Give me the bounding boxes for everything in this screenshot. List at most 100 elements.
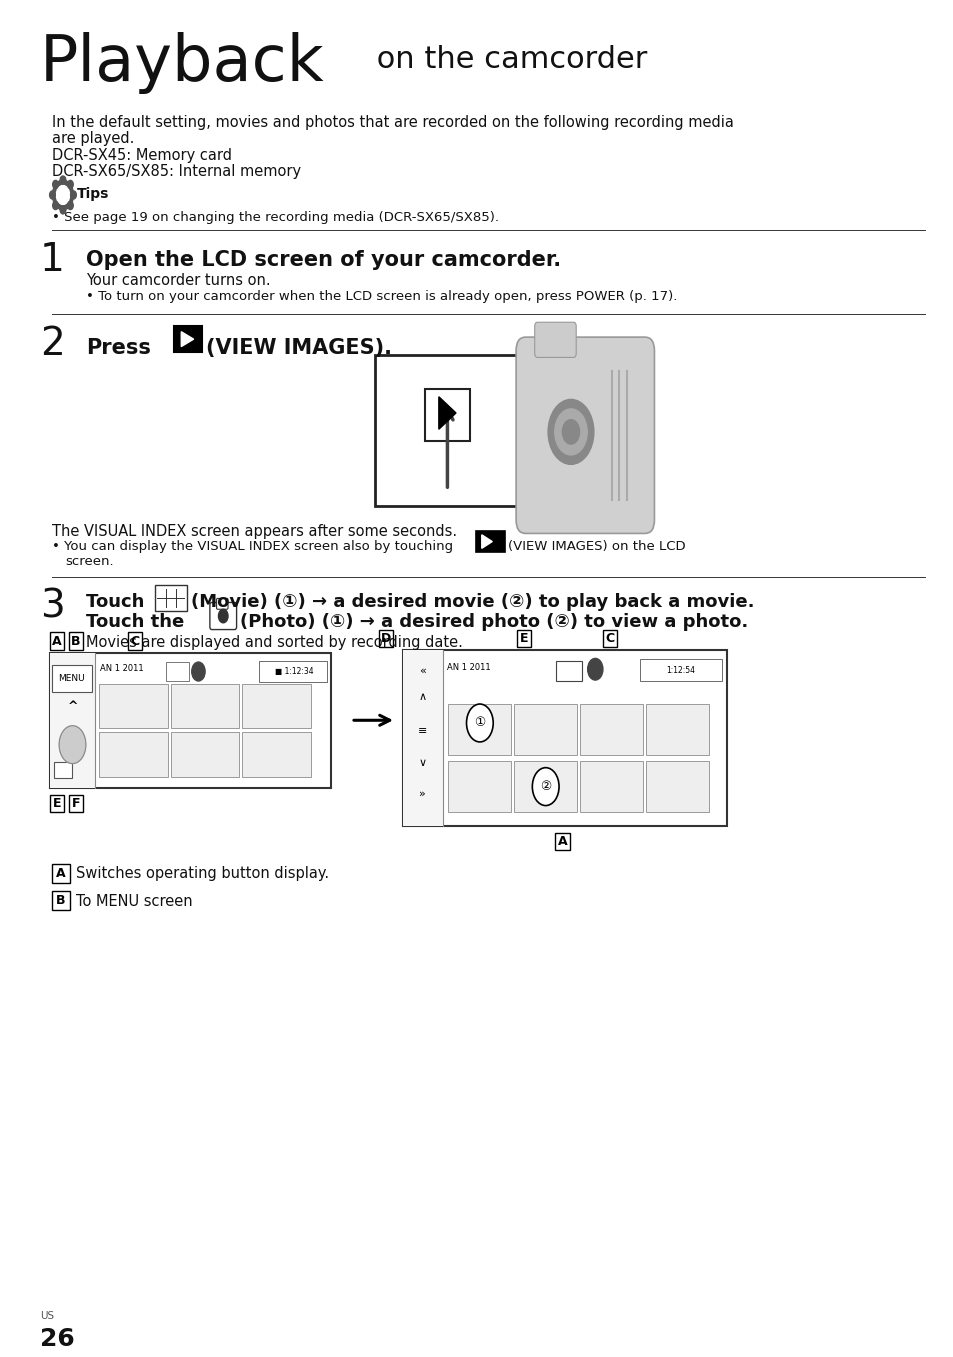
FancyBboxPatch shape <box>556 661 581 681</box>
FancyBboxPatch shape <box>50 632 64 650</box>
Text: »: » <box>418 790 426 799</box>
FancyBboxPatch shape <box>476 531 504 552</box>
Text: on the camcorder: on the camcorder <box>367 45 647 73</box>
Circle shape <box>547 399 593 464</box>
FancyBboxPatch shape <box>402 650 726 826</box>
Polygon shape <box>481 535 492 548</box>
Polygon shape <box>438 396 456 429</box>
Text: Touch the: Touch the <box>86 613 191 631</box>
FancyBboxPatch shape <box>52 890 70 909</box>
Text: E: E <box>52 797 61 810</box>
Text: In the default setting, movies and photos that are recorded on the following rec: In the default setting, movies and photo… <box>52 115 734 130</box>
FancyBboxPatch shape <box>173 326 202 351</box>
Circle shape <box>59 726 86 764</box>
FancyBboxPatch shape <box>51 665 91 692</box>
Text: To MENU screen: To MENU screen <box>76 893 193 909</box>
Text: E: E <box>519 632 528 645</box>
Text: • You can display the VISUAL INDEX screen also by touching: • You can display the VISUAL INDEX scree… <box>52 540 453 554</box>
Text: 1: 1 <box>40 242 65 280</box>
Text: Switches operating button display.: Switches operating button display. <box>76 867 329 882</box>
Text: 26: 26 <box>40 1327 74 1350</box>
FancyBboxPatch shape <box>50 653 95 788</box>
Circle shape <box>52 201 58 209</box>
FancyBboxPatch shape <box>50 653 331 788</box>
FancyBboxPatch shape <box>216 598 228 609</box>
FancyBboxPatch shape <box>514 761 577 813</box>
Text: ^: ^ <box>67 700 78 714</box>
Text: are played.: are played. <box>52 132 134 147</box>
Text: 1:12:54: 1:12:54 <box>666 666 695 674</box>
FancyBboxPatch shape <box>375 354 519 506</box>
Text: (Movie) (①) → a desired movie (②) to play back a movie.: (Movie) (①) → a desired movie (②) to pla… <box>191 593 754 611</box>
FancyBboxPatch shape <box>54 763 71 779</box>
Text: ∧: ∧ <box>418 692 426 703</box>
FancyBboxPatch shape <box>210 603 236 630</box>
FancyBboxPatch shape <box>516 337 654 533</box>
Text: B: B <box>56 894 66 906</box>
Text: AN 1 2011: AN 1 2011 <box>447 664 491 672</box>
Text: Press: Press <box>86 338 151 358</box>
Circle shape <box>218 609 228 623</box>
Text: Open the LCD screen of your camcorder.: Open the LCD screen of your camcorder. <box>86 251 560 270</box>
Text: ②: ② <box>539 780 551 792</box>
Text: B: B <box>71 635 80 647</box>
FancyBboxPatch shape <box>579 704 642 756</box>
Circle shape <box>68 201 73 209</box>
FancyBboxPatch shape <box>555 833 569 851</box>
FancyBboxPatch shape <box>242 733 311 778</box>
FancyBboxPatch shape <box>424 388 470 441</box>
Circle shape <box>50 191 55 199</box>
FancyBboxPatch shape <box>69 795 83 813</box>
Text: • To turn on your camcorder when the LCD screen is already open, press POWER (p.: • To turn on your camcorder when the LCD… <box>86 290 677 303</box>
Text: F: F <box>71 797 80 810</box>
Text: 3: 3 <box>40 588 65 626</box>
FancyBboxPatch shape <box>52 864 70 883</box>
FancyBboxPatch shape <box>99 684 168 729</box>
Text: ■ 1:12:34: ■ 1:12:34 <box>275 668 314 676</box>
Text: C: C <box>605 632 614 645</box>
Text: 2: 2 <box>40 324 65 362</box>
Text: «: « <box>418 666 426 676</box>
Text: AN 1 2011: AN 1 2011 <box>100 665 144 673</box>
Text: DCR-SX65/SX85: Internal memory: DCR-SX65/SX85: Internal memory <box>52 164 301 179</box>
Text: Touch: Touch <box>86 593 151 611</box>
Text: Your camcorder turns on.: Your camcorder turns on. <box>86 274 271 289</box>
FancyBboxPatch shape <box>154 585 187 611</box>
Text: screen.: screen. <box>65 555 113 569</box>
Circle shape <box>60 206 66 214</box>
Text: C: C <box>131 635 139 647</box>
Circle shape <box>71 191 76 199</box>
Text: DCR-SX45: Memory card: DCR-SX45: Memory card <box>52 148 233 163</box>
Circle shape <box>52 180 58 189</box>
Text: Tips: Tips <box>77 187 110 201</box>
Circle shape <box>555 408 586 455</box>
FancyBboxPatch shape <box>128 632 142 650</box>
Circle shape <box>561 419 578 444</box>
Text: A: A <box>557 835 567 848</box>
Circle shape <box>68 180 73 189</box>
Text: (VIEW IMAGES).: (VIEW IMAGES). <box>206 338 392 358</box>
FancyBboxPatch shape <box>242 684 311 729</box>
FancyBboxPatch shape <box>602 630 617 647</box>
FancyBboxPatch shape <box>639 660 721 681</box>
FancyBboxPatch shape <box>258 661 327 683</box>
FancyBboxPatch shape <box>50 795 64 813</box>
Text: A: A <box>51 635 62 647</box>
FancyBboxPatch shape <box>645 761 708 813</box>
Circle shape <box>56 186 70 205</box>
Text: ∨: ∨ <box>418 757 426 768</box>
FancyBboxPatch shape <box>579 761 642 813</box>
Circle shape <box>532 768 558 806</box>
FancyBboxPatch shape <box>514 704 577 756</box>
Polygon shape <box>181 331 193 346</box>
FancyBboxPatch shape <box>171 684 239 729</box>
Text: Movies are displayed and sorted by recording date.: Movies are displayed and sorted by recor… <box>86 635 462 650</box>
Text: US: US <box>40 1311 54 1320</box>
Circle shape <box>192 662 205 681</box>
FancyBboxPatch shape <box>99 733 168 778</box>
Circle shape <box>60 176 66 185</box>
Text: The VISUAL INDEX screen appears after some seconds.: The VISUAL INDEX screen appears after so… <box>52 524 457 539</box>
FancyBboxPatch shape <box>448 704 511 756</box>
Text: D: D <box>380 632 391 645</box>
FancyBboxPatch shape <box>166 662 189 681</box>
